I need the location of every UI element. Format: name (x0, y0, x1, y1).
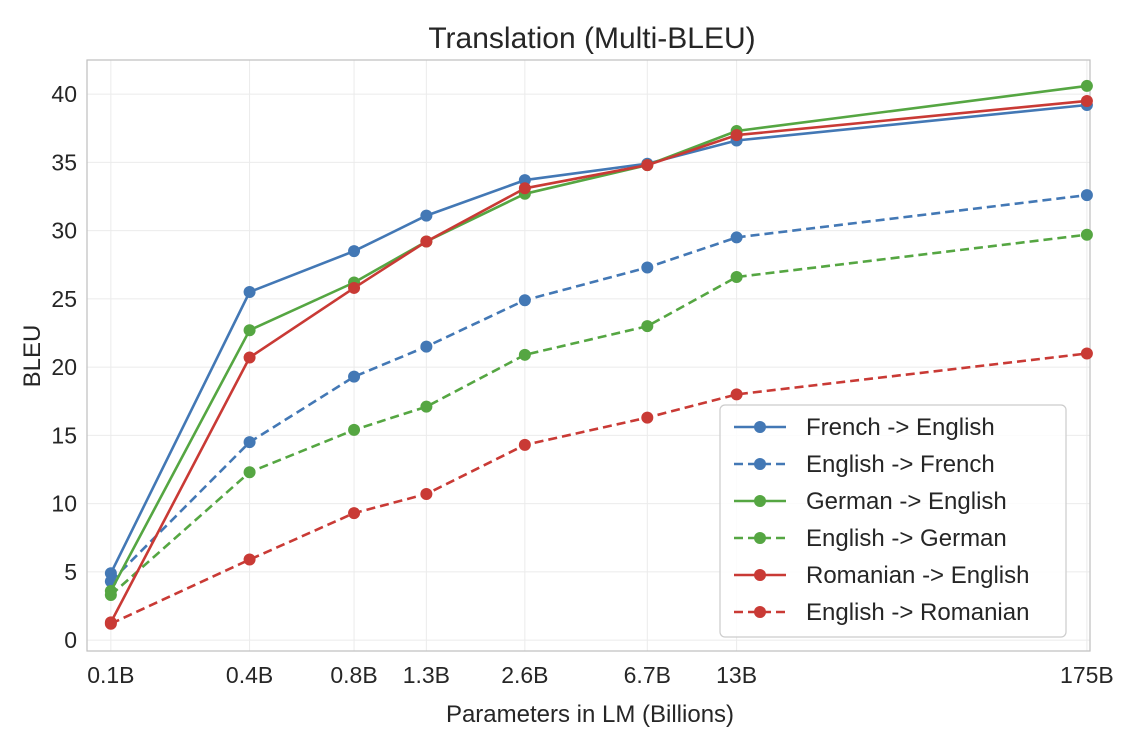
data-point (730, 388, 743, 401)
y-tick-label: 35 (51, 149, 77, 175)
series-group (104, 228, 1093, 602)
legend-item: German -> English (734, 488, 1007, 515)
x-tick-label: 0.4B (226, 662, 273, 688)
y-tick-label: 0 (64, 627, 77, 653)
x-tick-label: 2.6B (501, 662, 548, 688)
x-tick-label: 1.3B (403, 662, 450, 688)
y-axis-title: BLEU (19, 325, 46, 388)
y-tick-label: 40 (51, 81, 77, 107)
data-point (420, 340, 433, 353)
data-point (518, 438, 531, 451)
data-point (104, 589, 117, 602)
data-point (641, 320, 654, 333)
x-tick-label: 13B (716, 662, 757, 688)
series-lines (104, 79, 1093, 630)
data-point (243, 286, 256, 299)
series-line (109, 103, 1088, 574)
legend-label: English -> German (806, 525, 1007, 552)
series-line (109, 193, 1088, 583)
legend-item: English -> Romanian (734, 599, 1029, 626)
y-tick-label: 25 (51, 286, 77, 312)
series-line (110, 352, 1088, 625)
x-tick-label: 0.8B (330, 662, 377, 688)
legend-box (719, 404, 1067, 638)
series-group (104, 94, 1093, 629)
legend-item: English -> German (734, 525, 1007, 552)
legend-item: Romanian -> English (734, 562, 1029, 589)
x-axis-title: Parameters in LM (Billions) (446, 701, 734, 728)
legend-label: French -> English (806, 414, 995, 441)
data-point (104, 617, 117, 630)
legend: French -> English English -> French German… (719, 404, 1067, 638)
data-point (348, 507, 361, 520)
legend-marker (754, 421, 766, 433)
data-point (518, 294, 531, 307)
data-point (348, 423, 361, 436)
data-point (730, 271, 743, 284)
data-point (243, 436, 256, 449)
data-point (730, 129, 743, 142)
data-point (730, 231, 743, 244)
series-line (109, 84, 1088, 592)
data-point (243, 351, 256, 364)
data-point (243, 553, 256, 566)
data-point (348, 370, 361, 383)
legend-marker (754, 606, 766, 618)
chart-title: Translation (Multi-BLEU) (428, 22, 755, 55)
x-tick-label: 0.1B (87, 662, 134, 688)
legend-label: English -> French (806, 451, 995, 478)
x-tick-label: 6.7B (624, 662, 671, 688)
series-group (104, 189, 1093, 588)
data-point (420, 209, 433, 222)
data-point (1080, 79, 1093, 92)
data-point (348, 281, 361, 294)
series-line (109, 99, 1088, 623)
data-point (420, 488, 433, 501)
legend-item: French -> English (734, 414, 995, 441)
y-tick-label: 20 (51, 354, 77, 380)
legend-marker (754, 495, 766, 507)
legend-label: English -> Romanian (806, 599, 1029, 626)
legend-marker (754, 458, 766, 470)
data-point (1080, 228, 1093, 241)
data-point (1080, 347, 1093, 360)
data-point (518, 348, 531, 361)
legend-label: Romanian -> English (806, 562, 1029, 589)
legend-item: English -> French (734, 451, 995, 478)
y-tick-label: 30 (51, 218, 77, 244)
data-point (243, 466, 256, 479)
y-tick-label: 15 (51, 422, 77, 448)
x-tick-label: 175B (1060, 662, 1114, 688)
series-group (104, 347, 1093, 630)
data-point (243, 324, 256, 337)
data-point (518, 182, 531, 195)
series-line (110, 233, 1088, 596)
data-point (641, 159, 654, 172)
y-tick-label: 5 (64, 559, 77, 585)
data-point (420, 400, 433, 413)
data-point (641, 411, 654, 424)
data-point (348, 245, 361, 258)
data-point (1080, 189, 1093, 202)
legend-marker (754, 569, 766, 581)
data-point (420, 235, 433, 248)
y-tick-label: 10 (51, 491, 77, 517)
legend-label: German -> English (806, 488, 1007, 515)
data-point (641, 261, 654, 274)
legend-marker (754, 532, 766, 544)
data-point (1080, 94, 1093, 107)
